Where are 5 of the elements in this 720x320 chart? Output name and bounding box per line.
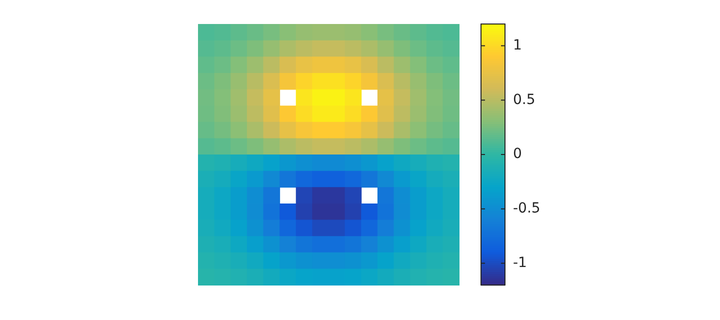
color-bar-label: 0.5	[513, 92, 536, 108]
color-bar-label: 0	[513, 146, 522, 162]
color-bar-label: 1	[513, 37, 522, 54]
color-bar-label: -0.5	[513, 200, 540, 217]
color-bar-label: -1	[513, 254, 527, 271]
